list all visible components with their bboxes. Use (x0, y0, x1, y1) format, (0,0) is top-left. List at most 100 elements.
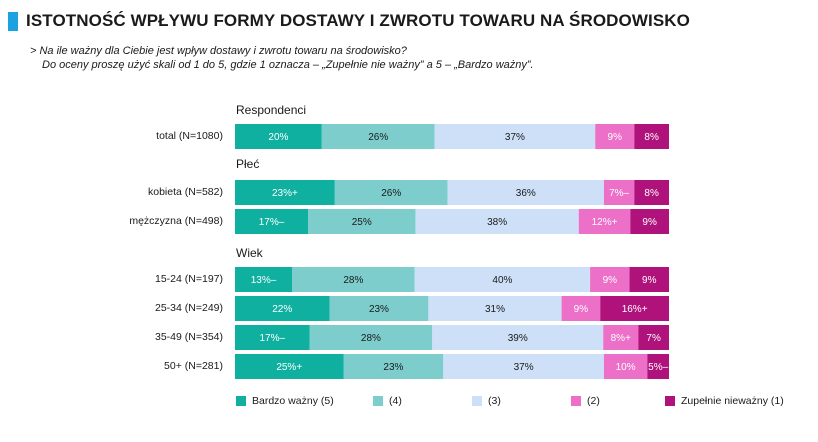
data-label: 13%– (251, 275, 277, 286)
bar-segment (235, 325, 310, 350)
data-label: 28% (361, 333, 381, 344)
bar-segment (634, 124, 669, 149)
data-label: 9% (642, 217, 657, 228)
bar-segment (634, 180, 669, 205)
bar-segment (235, 354, 344, 379)
group-label: Płeć (236, 157, 260, 171)
data-label: 8% (644, 132, 659, 143)
data-label: 39% (508, 333, 528, 344)
data-label: 25%+ (276, 362, 302, 373)
bar-segment (343, 354, 444, 379)
bar-segment (447, 180, 604, 205)
bar-segment (603, 180, 635, 205)
bar-segment (630, 209, 669, 234)
legend-item: Zupełnie nieważny (1) (665, 395, 784, 407)
bar-segment (443, 354, 604, 379)
question-line-1: > Na ile ważny dla Ciebie jest wpływ dos… (30, 45, 407, 57)
bar-segment (578, 209, 631, 234)
data-label: 9% (642, 275, 657, 286)
bar-segment (432, 325, 604, 350)
bar-segment (603, 354, 648, 379)
data-label: 17%– (259, 217, 285, 228)
data-label: 26% (381, 188, 401, 199)
legend-label: Bardzo ważny (5) (252, 395, 334, 407)
bar-segment (638, 325, 669, 350)
bar-segment (235, 180, 335, 205)
bar-segment (647, 354, 669, 379)
data-label: 23% (383, 362, 403, 373)
bar-segment (235, 124, 322, 149)
data-label: 28% (343, 275, 363, 286)
row-label: 25-34 (N=249) (155, 302, 223, 314)
data-label: 23%+ (272, 188, 298, 199)
data-label: 37% (514, 362, 534, 373)
bar-segment (600, 296, 669, 321)
legend-item: (4) (373, 395, 402, 407)
title-accent-bar (8, 12, 18, 31)
legend-swatch (236, 396, 246, 406)
data-label: 7%– (609, 188, 629, 199)
chart-title: ISTOTNOŚĆ WPŁYWU FORMY DOSTAWY I ZWROTU … (26, 11, 690, 30)
bar-segment (434, 124, 596, 149)
legend-label: (3) (488, 395, 501, 407)
data-label: 9% (608, 132, 623, 143)
data-label: 10% (616, 362, 636, 373)
bar-segment (603, 325, 639, 350)
row-label: total (N=1080) (156, 130, 223, 142)
data-label: 7% (646, 333, 661, 344)
legend-swatch (665, 396, 675, 406)
bar-segment (590, 267, 630, 292)
question-line-2: Do oceny proszę użyć skali od 1 do 5, gd… (42, 59, 534, 71)
row-label: 15-24 (N=197) (155, 273, 223, 285)
data-label: 5%– (648, 362, 668, 373)
legend-item: Bardzo ważny (5) (236, 395, 334, 407)
data-label: 40% (492, 275, 512, 286)
bar-segment (308, 209, 416, 234)
bar-segment (334, 180, 448, 205)
data-label: 26% (368, 132, 388, 143)
data-label: 9% (603, 275, 618, 286)
row-label: mężczyzna (N=498) (129, 215, 223, 227)
bar-segment (235, 209, 309, 234)
row-label: 35-49 (N=354) (155, 331, 223, 343)
legend-item: (2) (571, 395, 600, 407)
data-label: 8% (644, 188, 659, 199)
legend-swatch (571, 396, 581, 406)
data-label: 17%– (259, 333, 285, 344)
data-label: 12%+ (592, 217, 618, 228)
data-label: 37% (505, 132, 525, 143)
question-text: > Na ile ważny dla Ciebie jest wpływ dos… (30, 44, 534, 72)
bar-segment (235, 296, 330, 321)
row-label: kobieta (N=582) (147, 186, 223, 198)
data-label: 22% (272, 304, 292, 315)
bar-segment (414, 267, 591, 292)
bar-segment (291, 267, 415, 292)
group-label: Wiek (236, 246, 263, 260)
legend-label: (2) (587, 395, 600, 407)
bar-segment (629, 267, 669, 292)
bar-segment (309, 325, 433, 350)
bar-segment (321, 124, 435, 149)
bar-segment (415, 209, 579, 234)
data-label: 9% (574, 304, 589, 315)
legend-item: (3) (472, 395, 501, 407)
data-label: 31% (485, 304, 505, 315)
row-label: 50+ (N=281) (164, 360, 223, 372)
bar-segment (235, 267, 292, 292)
group-label: Respondenci (236, 103, 307, 117)
legend-label: Zupełnie nieważny (1) (681, 395, 784, 407)
data-label: 36% (516, 188, 536, 199)
data-label: 16%+ (622, 304, 648, 315)
bar-segment (595, 124, 635, 149)
bar-segment (329, 296, 429, 321)
legend-swatch (472, 396, 482, 406)
data-label: 8%+ (611, 333, 631, 344)
data-label: 20% (268, 132, 288, 143)
legend-swatch (373, 396, 383, 406)
legend-label: (4) (389, 395, 402, 407)
bar-segment (428, 296, 562, 321)
data-label: 23% (369, 304, 389, 315)
data-label: 38% (487, 217, 507, 228)
bar-segment (561, 296, 601, 321)
